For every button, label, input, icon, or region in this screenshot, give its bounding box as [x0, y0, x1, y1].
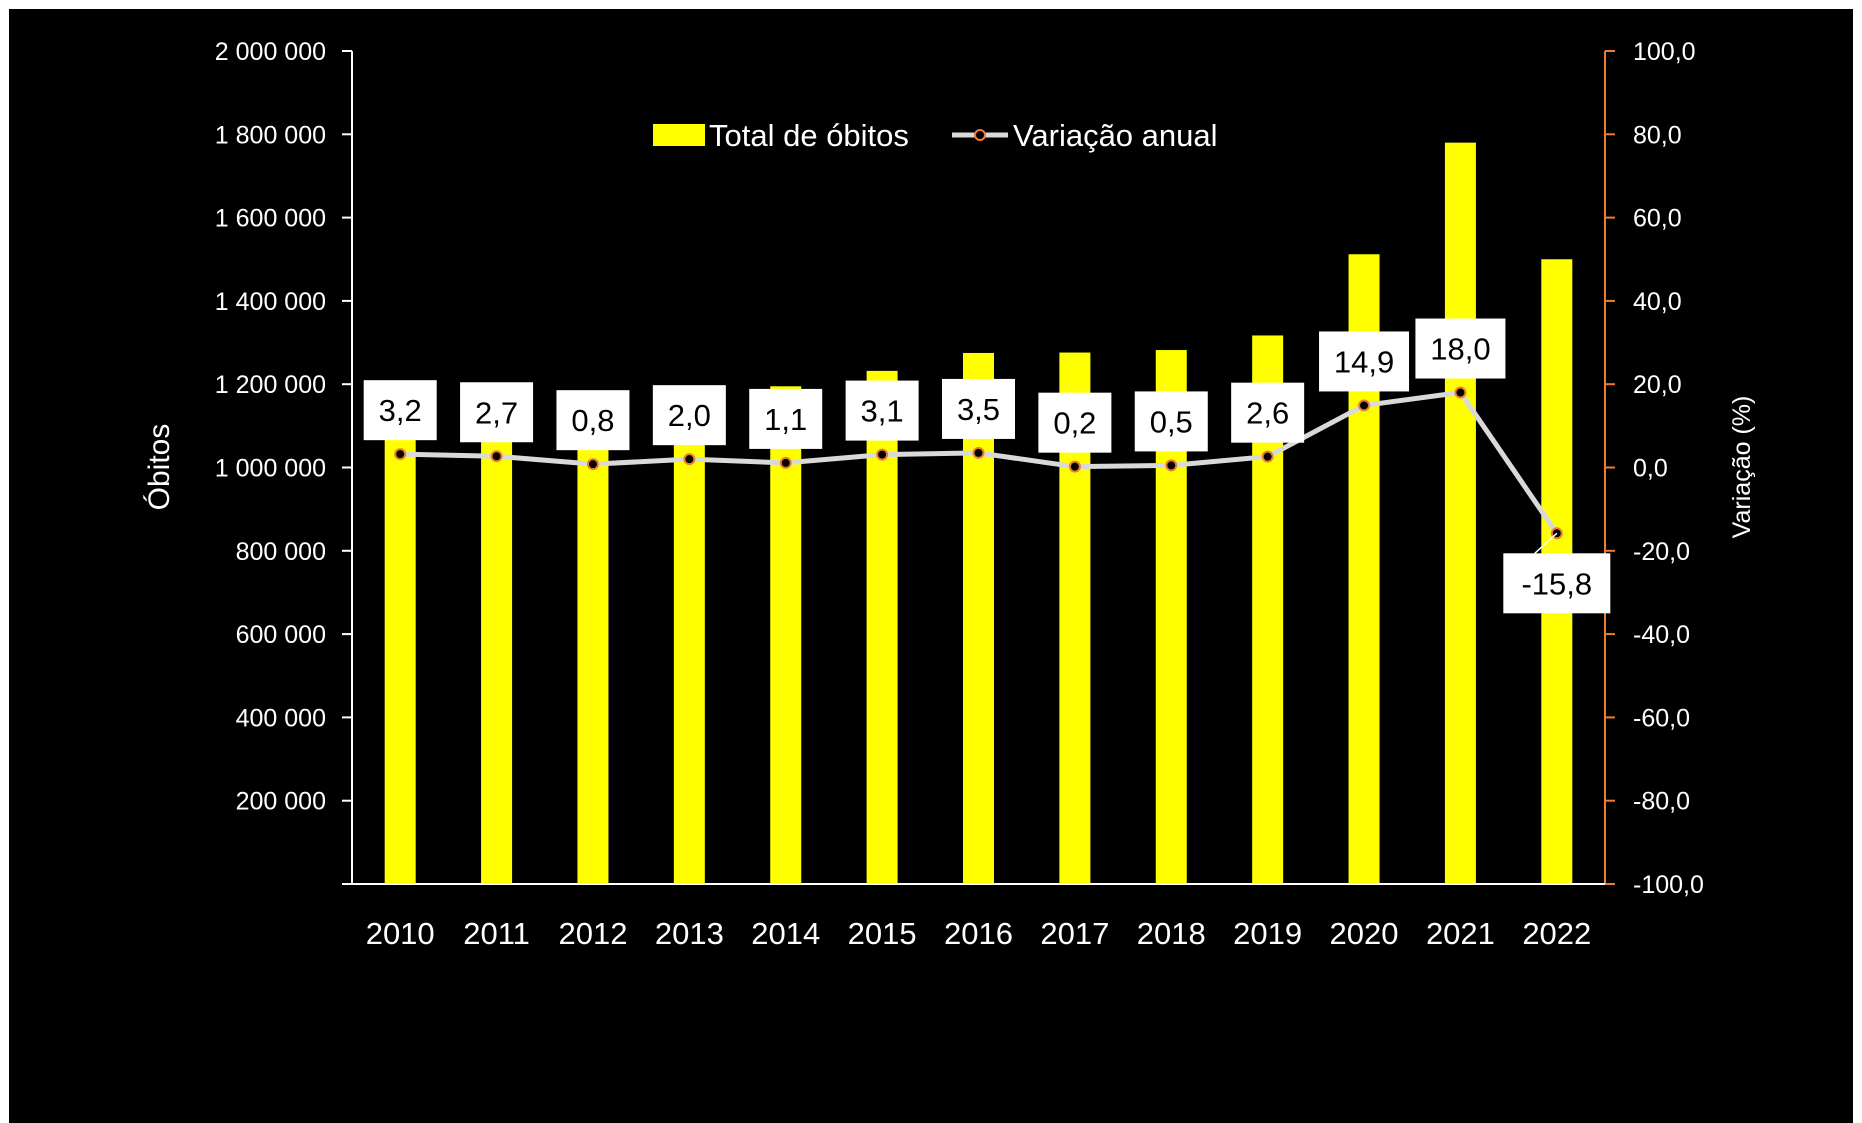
line-point-2019 [1261, 450, 1274, 463]
y-tick-label: 1 200 000 [215, 371, 326, 399]
x-tick-label: 2020 [1330, 916, 1399, 951]
line-point-2021 [1454, 386, 1467, 399]
data-label: -15,8 [1521, 566, 1592, 601]
y-tick-label: 200 000 [236, 788, 326, 816]
data-label: 3,2 [379, 393, 422, 428]
x-tick-label: 2010 [366, 916, 435, 951]
data-label: 0,5 [1150, 404, 1193, 439]
x-tick-label: 2013 [655, 916, 724, 951]
data-label: 2,7 [475, 395, 518, 430]
legend-line-label: Variação anual [1013, 118, 1218, 153]
line-point-2015 [876, 448, 889, 461]
y-tick-label: 1 400 000 [215, 288, 326, 316]
bar-2011 [481, 405, 513, 884]
y2-tick-label: -20,0 [1633, 538, 1690, 566]
x-tick-label: 2018 [1137, 916, 1206, 951]
line-point-2012 [586, 458, 599, 471]
x-tick-label: 2022 [1522, 916, 1591, 951]
bar-2013 [673, 390, 705, 884]
bar-2012 [577, 400, 609, 884]
y-tick-label: 1 800 000 [215, 121, 326, 149]
y2-tick-label: -40,0 [1633, 621, 1690, 649]
legend: Total de óbitos Variação anual [653, 118, 1218, 153]
x-tick-label: 2017 [1040, 916, 1109, 951]
data-label: 14,9 [1334, 344, 1394, 379]
data-label-box [749, 388, 823, 449]
data-label-box [1038, 392, 1112, 453]
labels-layer: 3,2 2,7 0,8 2,0 1,1 3,1 3,5 0,2 0,5 2,6 14,9 18,0 -1… [363, 318, 1611, 614]
x-tick-label: 2012 [558, 916, 627, 951]
data-label-box [1503, 553, 1611, 614]
y2-tick-label: -80,0 [1633, 788, 1690, 816]
data-label-box [1415, 318, 1506, 379]
legend-bar-swatch [653, 124, 705, 146]
data-label: 3,1 [861, 394, 904, 429]
data-label-box [845, 380, 919, 441]
y2-tick-label: 0,0 [1633, 455, 1668, 483]
line-point-2014 [779, 456, 792, 469]
data-label-box [363, 380, 437, 441]
y2-tick-label: 100,0 [1633, 38, 1696, 66]
data-label: 0,8 [571, 403, 614, 438]
data-label: 2,6 [1246, 396, 1289, 431]
y2-tick-label: 80,0 [1633, 121, 1682, 149]
x-tick-label: 2016 [944, 916, 1013, 951]
y-tick-label: 2 000 000 [215, 38, 326, 66]
data-label-leader [1534, 532, 1558, 554]
y-tick-label: 400 000 [236, 704, 326, 732]
legend-bar-label: Total de óbitos [709, 118, 909, 153]
data-label-box [1134, 391, 1208, 452]
line-point-2016 [972, 446, 985, 459]
y-tick-label: 800 000 [236, 538, 326, 566]
bar-2010 [384, 417, 416, 884]
x-tick-label: 2011 [463, 916, 530, 951]
data-label-box [556, 390, 630, 451]
line-point-2013 [683, 453, 696, 466]
data-label: 1,1 [764, 402, 807, 437]
data-label: 0,2 [1053, 406, 1096, 441]
x-tick-label: 2019 [1233, 916, 1302, 951]
y2-tick-label: 60,0 [1633, 205, 1682, 233]
y2-tick-label: 40,0 [1633, 288, 1682, 316]
ticks-layer: 200 000 400 000 600 000 800 000 1 000 000 1 2… [215, 38, 1704, 951]
line-point-2018 [1165, 459, 1178, 472]
data-label: 18,0 [1430, 332, 1490, 367]
y2-tick-label: -100,0 [1633, 871, 1704, 899]
data-label: 2,0 [668, 398, 711, 433]
x-tick-label: 2015 [848, 916, 917, 951]
line-point-2020 [1358, 399, 1371, 412]
y-tick-label: 600 000 [236, 621, 326, 649]
line-point-2010 [394, 448, 407, 461]
bar-2016 [963, 352, 994, 884]
data-label: 3,5 [957, 392, 1000, 427]
data-label-box [652, 385, 726, 446]
y-tick-label: 1 000 000 [215, 455, 326, 483]
line-point-2011 [490, 450, 503, 463]
x-tick-label: 2021 [1426, 916, 1495, 951]
data-label-box [942, 378, 1015, 439]
x-tick-label: 2014 [751, 916, 820, 951]
bar-2021 [1444, 142, 1476, 884]
data-label-box [1231, 382, 1305, 443]
y-tick-label: 1 600 000 [215, 205, 326, 233]
data-label-box [1319, 331, 1410, 392]
bar-2015 [866, 370, 898, 884]
data-label-box [460, 382, 534, 443]
legend-line-marker [974, 129, 986, 141]
y2-tick-label: 20,0 [1633, 371, 1682, 399]
line-layer [394, 386, 1563, 540]
y-axis-title: Óbitos [143, 424, 176, 511]
y2-tick-label: -60,0 [1633, 704, 1690, 732]
line-point-2017 [1068, 460, 1081, 473]
bar-2014 [770, 386, 802, 884]
bars-layer [384, 142, 1573, 885]
y2-axis-title: Variação (%) [1728, 396, 1756, 539]
